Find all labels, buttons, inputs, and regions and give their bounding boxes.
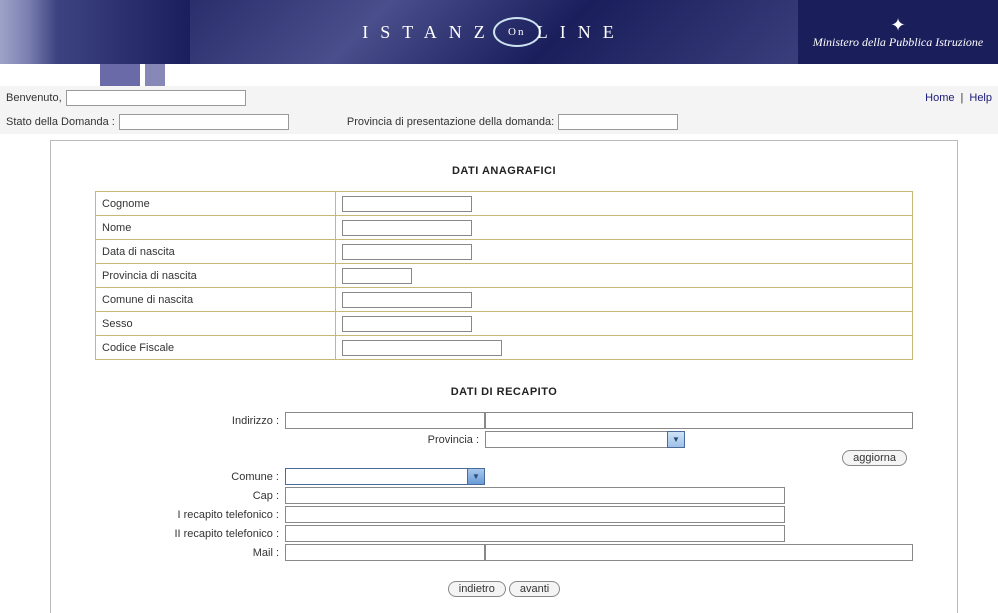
- label-nome: Nome: [96, 216, 336, 240]
- welcome-label: Benvenuto,: [6, 92, 62, 104]
- table-row: Cognome: [96, 192, 913, 216]
- province-value-box: [558, 114, 678, 130]
- content-frame: DATI ANAGRAFICI Cognome Nome Data di nas…: [50, 140, 958, 613]
- select-comune[interactable]: ▼: [285, 468, 485, 485]
- table-row: Sesso: [96, 312, 913, 336]
- aggiorna-button[interactable]: aggiorna: [842, 450, 907, 466]
- table-row: Provincia di nascita: [96, 264, 913, 288]
- brand-text-left: ISTANZ: [362, 22, 497, 43]
- emblem-icon: ✦: [890, 15, 905, 36]
- label-cognome: Cognome: [96, 192, 336, 216]
- input-cap[interactable]: [285, 487, 785, 504]
- label-mail: Mail :: [95, 547, 285, 559]
- chevron-down-icon[interactable]: ▼: [467, 468, 485, 485]
- label-indirizzo: Indirizzo :: [95, 415, 285, 427]
- brand-oval: On: [493, 17, 541, 47]
- nav-stripe: [0, 64, 998, 86]
- banner-center: ISTANZ On LINE: [190, 0, 798, 64]
- table-row: Data di nascita: [96, 240, 913, 264]
- anagrafici-table: Cognome Nome Data di nascita Provincia d…: [95, 191, 913, 360]
- select-provincia[interactable]: ▼: [485, 431, 685, 448]
- input-comune-nascita[interactable]: [342, 292, 472, 308]
- welcome-value-box: [66, 90, 246, 106]
- chevron-down-icon[interactable]: ▼: [667, 431, 685, 448]
- meta-bar-1: Benvenuto, Home | Help: [0, 86, 998, 110]
- input-nome[interactable]: [342, 220, 472, 236]
- label-comune: Comune :: [95, 471, 285, 483]
- status-label: Stato della Domanda :: [6, 116, 115, 128]
- label-comune-nascita: Comune di nascita: [96, 288, 336, 312]
- decor-block-1: [100, 64, 140, 86]
- input-codice-fiscale[interactable]: [342, 340, 502, 356]
- brand-logo: ISTANZ On LINE: [362, 17, 626, 47]
- brand-text-right: LINE: [537, 22, 626, 43]
- label-codice-fiscale: Codice Fiscale: [96, 336, 336, 360]
- recapito-section: DATI DI RECAPITO Indirizzo : Provincia :…: [95, 386, 913, 563]
- input-indirizzo-b[interactable]: [485, 412, 913, 429]
- input-indirizzo-a[interactable]: [285, 412, 485, 429]
- input-tel2[interactable]: [285, 525, 785, 542]
- select-provincia-body[interactable]: [485, 431, 667, 448]
- ministry-name: Ministero della Pubblica Istruzione: [813, 36, 984, 49]
- input-tel1[interactable]: [285, 506, 785, 523]
- banner-right: ✦ Ministero della Pubblica Istruzione: [798, 0, 998, 64]
- input-data-nascita[interactable]: [342, 244, 472, 260]
- input-mail[interactable]: [285, 544, 485, 561]
- section-title-recapito: DATI DI RECAPITO: [95, 386, 913, 398]
- table-row: Comune di nascita: [96, 288, 913, 312]
- section-title-anagrafici: DATI ANAGRAFICI: [95, 165, 913, 177]
- nav-buttons: indietro avanti: [95, 581, 913, 597]
- help-link[interactable]: Help: [969, 92, 992, 104]
- table-row: Nome: [96, 216, 913, 240]
- label-provincia-nascita: Provincia di nascita: [96, 264, 336, 288]
- label-sesso: Sesso: [96, 312, 336, 336]
- meta-bar-2: Stato della Domanda : Provincia di prese…: [0, 110, 998, 134]
- input-sesso[interactable]: [342, 316, 472, 332]
- label-tel1: I recapito telefonico :: [95, 509, 285, 521]
- status-value-box: [119, 114, 289, 130]
- table-row: Codice Fiscale: [96, 336, 913, 360]
- label-data-nascita: Data di nascita: [96, 240, 336, 264]
- label-tel2: II recapito telefonico :: [95, 528, 285, 540]
- label-provincia: Provincia :: [285, 434, 485, 446]
- input-mail-b[interactable]: [485, 544, 913, 561]
- input-cognome[interactable]: [342, 196, 472, 212]
- home-link[interactable]: Home: [925, 92, 954, 104]
- select-comune-body[interactable]: [285, 468, 467, 485]
- label-cap: Cap :: [95, 490, 285, 502]
- banner-left-gradient: [0, 0, 190, 64]
- indietro-button[interactable]: indietro: [448, 581, 506, 597]
- avanti-button[interactable]: avanti: [509, 581, 560, 597]
- input-provincia-nascita[interactable]: [342, 268, 412, 284]
- decor-block-2: [145, 64, 165, 86]
- link-divider: |: [961, 92, 964, 104]
- header-banner: ISTANZ On LINE ✦ Ministero della Pubblic…: [0, 0, 998, 64]
- recapito-grid: Indirizzo : Provincia : ▼ aggiorna Comun…: [95, 412, 913, 563]
- province-label: Provincia di presentazione della domanda…: [347, 116, 554, 128]
